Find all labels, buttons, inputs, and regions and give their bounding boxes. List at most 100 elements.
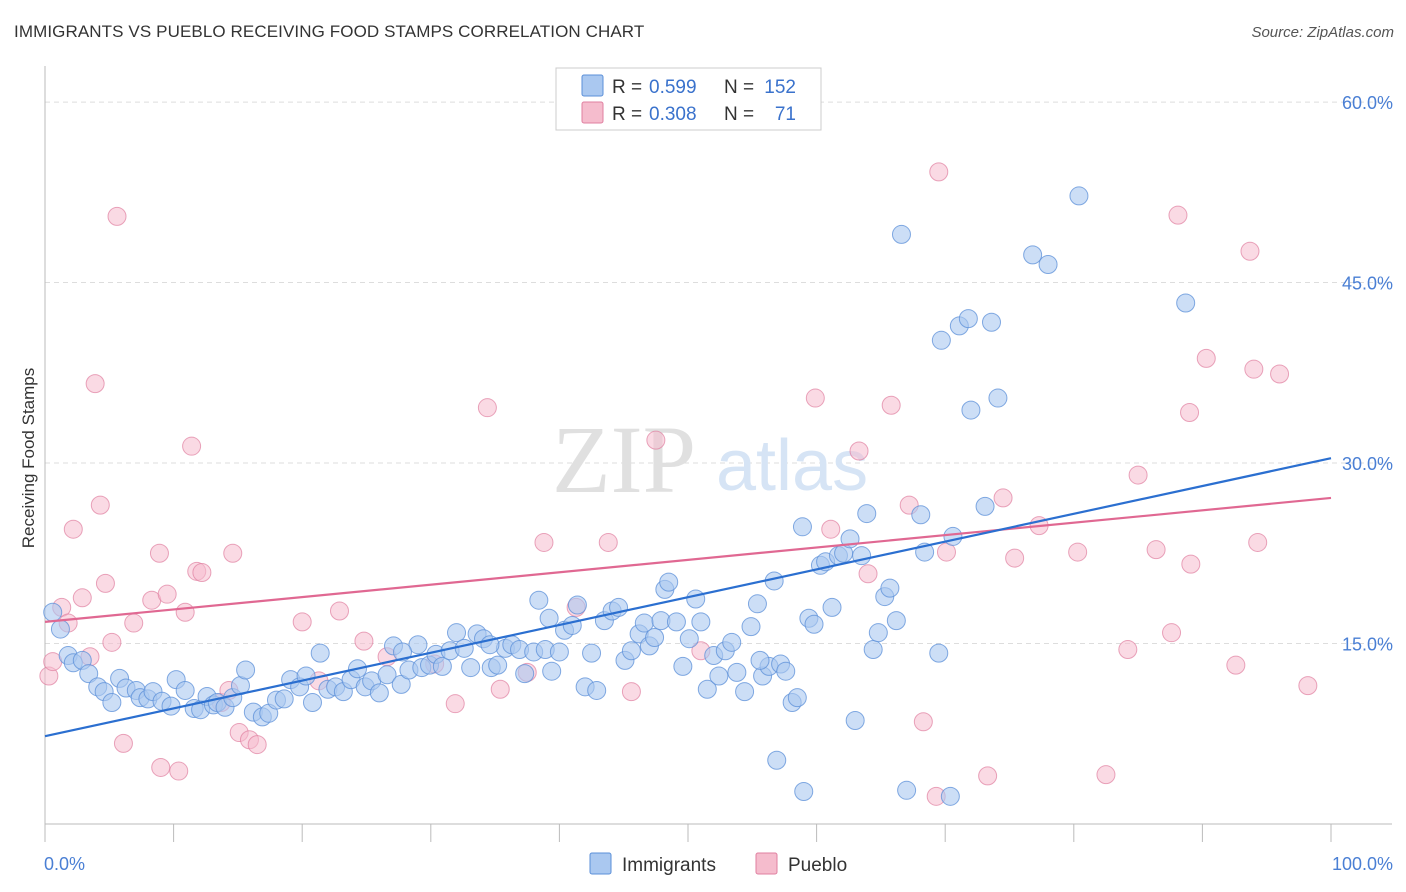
- immigrants-point: [880, 578, 900, 598]
- pueblo-point: [1196, 348, 1216, 368]
- pueblo-point: [858, 564, 878, 584]
- immigrants-point: [845, 711, 865, 731]
- immigrants-point: [542, 661, 562, 681]
- immigrants-point: [161, 696, 181, 716]
- series-legend: Immigrants Pueblo: [589, 852, 847, 876]
- immigrants-point: [567, 595, 587, 615]
- immigrants-point: [792, 517, 812, 537]
- tick-labels: 15.0% 30.0% 45.0% 60.0% 0.0% 100.0%: [44, 93, 1393, 874]
- immigrants-point: [102, 692, 122, 712]
- immigrants-point: [750, 650, 770, 670]
- pueblo-point: [63, 519, 83, 539]
- immigrants-point: [822, 597, 842, 617]
- immigrants-point: [863, 640, 883, 660]
- immigrants-point: [975, 496, 995, 516]
- stats-legend: R = 0.599 N = 152 R = 0.308 N = 71: [555, 67, 822, 131]
- pueblo-point: [182, 436, 202, 456]
- pueblo-point: [1162, 623, 1182, 643]
- immigrants-point: [50, 619, 70, 639]
- immigrants-point: [666, 612, 686, 632]
- immigrants-point: [891, 224, 911, 244]
- legend-n-value: 71: [775, 104, 796, 125]
- pueblo-legend-label: Pueblo: [788, 855, 847, 876]
- pueblo-point: [124, 613, 144, 633]
- immigrants-point: [659, 572, 679, 592]
- pueblo-point: [1180, 402, 1200, 422]
- pueblo-point: [821, 519, 841, 539]
- y-axis-title: Receiving Food Stamps: [19, 368, 38, 548]
- pueblo-point: [1240, 241, 1260, 261]
- immigrants-point: [310, 643, 330, 663]
- immigrants-point: [673, 656, 693, 676]
- immigrants-point: [454, 638, 474, 658]
- pueblo-point: [805, 388, 825, 408]
- immigrants-point: [539, 608, 559, 628]
- legend-r-value: 0.599: [649, 77, 697, 98]
- immigrants-point: [940, 786, 960, 806]
- pueblo-point: [72, 588, 92, 608]
- immigrants-point: [43, 602, 63, 622]
- pueblo-point: [175, 602, 195, 622]
- pueblo-point: [993, 488, 1013, 508]
- pueblo-point: [477, 398, 497, 418]
- pueblo-point: [192, 563, 212, 583]
- immigrants-point: [1069, 186, 1089, 206]
- immigrants-point: [857, 504, 877, 524]
- immigrants-point: [787, 688, 807, 708]
- pueblo-point: [1248, 532, 1268, 552]
- y-tick-label: 15.0%: [1342, 635, 1393, 655]
- immigrants-point: [562, 615, 582, 635]
- immigrants-point: [432, 656, 452, 676]
- legend-n-label: N =: [724, 104, 754, 125]
- immigrants-point: [747, 594, 767, 614]
- immigrants-point: [929, 643, 949, 663]
- pueblo-point: [1096, 765, 1116, 785]
- pueblo-point: [90, 495, 110, 515]
- pueblo-point: [149, 543, 169, 563]
- immigrants-point: [587, 680, 607, 700]
- pueblo-point: [113, 733, 133, 753]
- legend-n-value: 152: [764, 77, 796, 98]
- immigrants-point: [868, 623, 888, 643]
- pueblo-point: [1146, 540, 1166, 560]
- immigrants-point: [804, 614, 824, 634]
- immigrants-point: [79, 664, 99, 684]
- immigrants-point: [709, 666, 729, 686]
- x-tick-label: 100.0%: [1332, 854, 1393, 874]
- immigrants-point: [722, 632, 742, 652]
- immigrants-point: [727, 662, 747, 682]
- watermark-zip: ZIP: [552, 406, 696, 513]
- pueblo-point: [913, 712, 933, 732]
- pueblo-point: [247, 735, 267, 755]
- immigrants-point: [515, 664, 535, 684]
- pueblo-point: [849, 441, 869, 461]
- pueblo-point: [1005, 548, 1025, 568]
- immigrants-swatch: [581, 74, 604, 97]
- pueblo-point: [151, 757, 171, 777]
- pueblo-point: [490, 679, 510, 699]
- immigrants-point: [943, 526, 963, 546]
- pueblo-trendline: [44, 496, 1332, 623]
- immigrants-legend-label: Immigrants: [622, 855, 716, 876]
- immigrants-point: [735, 682, 755, 702]
- immigrants-point: [679, 629, 699, 649]
- legend-r-label: R =: [612, 104, 642, 125]
- immigrants-point: [776, 661, 796, 681]
- immigrants-point: [961, 400, 981, 420]
- immigrants-point: [1176, 293, 1196, 313]
- pueblo-point: [102, 632, 122, 652]
- pueblo-point: [1181, 554, 1201, 574]
- source-label: Source: ZipAtlas.com: [1251, 24, 1394, 41]
- immigrants-point: [931, 330, 951, 350]
- pueblo-point: [646, 430, 666, 450]
- immigrants-point: [461, 658, 481, 678]
- pueblo-point: [445, 694, 465, 714]
- watermark-atlas: atlas: [716, 426, 868, 506]
- pueblo-legend-swatch: [755, 852, 778, 875]
- immigrants-point: [958, 309, 978, 329]
- pueblo-point: [621, 682, 641, 702]
- immigrants-point: [911, 505, 931, 525]
- pueblo-point: [1270, 364, 1290, 384]
- y-tick-label: 60.0%: [1342, 93, 1393, 113]
- pueblo-swatch: [581, 101, 604, 124]
